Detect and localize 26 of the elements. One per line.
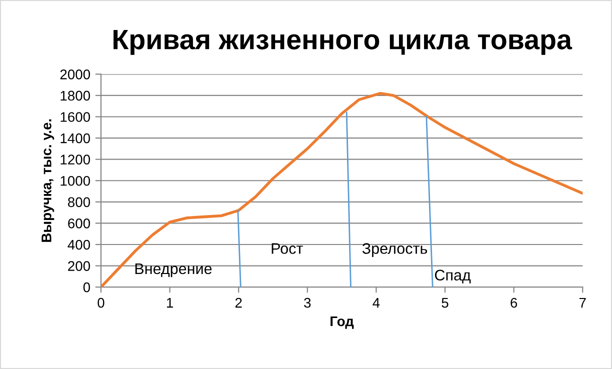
x-axis-title: Год: [330, 316, 354, 329]
x-tick-label: 6: [510, 298, 518, 308]
x-tick-label: 0: [98, 298, 104, 308]
chart-title: Кривая жизненного цикла товара: [114, 30, 572, 55]
y-tick-label: 400: [68, 240, 90, 250]
y-tick-label: 600: [68, 218, 90, 228]
y-tick-label: 1800: [60, 90, 90, 101]
annotation: Спад: [435, 270, 471, 284]
annotation: Зрелость: [362, 243, 428, 257]
y-axis-title: Выручка, тыс. у.е.: [42, 119, 54, 242]
x-tick-label: 2: [235, 298, 242, 308]
x-tick-label: 4: [372, 298, 380, 308]
y-tick-label: 800: [68, 197, 90, 208]
y-tick-label: 1200: [60, 154, 90, 165]
x-tick-label: 7: [579, 298, 586, 308]
annotation: Внедрение: [135, 263, 212, 278]
annotation: Рост: [272, 243, 303, 254]
y-tick-label: 0: [83, 282, 90, 292]
y-tick-label: 1400: [60, 133, 90, 144]
x-tick-label: 3: [304, 298, 311, 308]
y-tick-label: 200: [68, 261, 90, 271]
y-tick-label: 2000: [60, 70, 90, 80]
x-tick-label: 5: [442, 298, 448, 308]
y-tick-label: 1000: [60, 176, 90, 186]
x-tick-label: 1: [166, 298, 173, 308]
y-tick-label: 1600: [60, 112, 90, 122]
